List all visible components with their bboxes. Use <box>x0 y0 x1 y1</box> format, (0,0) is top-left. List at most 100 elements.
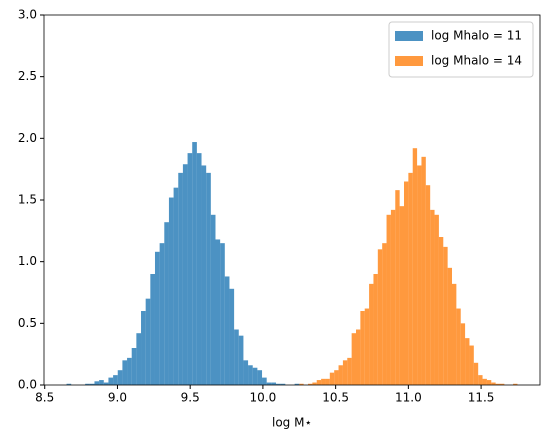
histogram-bar <box>276 383 281 385</box>
histogram-bar <box>252 367 258 385</box>
histogram-bar <box>473 362 479 385</box>
x-tick-label: 11.0 <box>395 391 422 405</box>
histogram-bar <box>438 237 444 385</box>
histogram-bar <box>201 165 207 385</box>
histogram-bar <box>66 383 72 385</box>
y-tick-label: 2.5 <box>18 69 37 83</box>
histogram-bar <box>131 348 137 385</box>
histogram-bar <box>364 308 370 385</box>
histogram-bar <box>94 381 100 385</box>
histogram-bar <box>145 298 151 385</box>
histogram-bar <box>164 222 169 385</box>
histogram-bar <box>187 153 193 385</box>
histogram-bar <box>192 142 197 385</box>
histogram-bar <box>220 243 225 385</box>
histogram-bar <box>452 283 457 385</box>
legend-label: log Mhalo = 14 <box>431 54 522 68</box>
histogram-bar <box>334 370 339 385</box>
y-tick-label: 0.5 <box>18 316 37 330</box>
histogram-bar <box>373 274 378 385</box>
histogram-bar <box>482 378 487 385</box>
histogram-bar <box>262 377 267 385</box>
x-tick-label: 10.5 <box>322 391 349 405</box>
histogram-bar <box>395 190 400 385</box>
histogram-bar <box>513 383 518 385</box>
histogram-bar <box>248 365 253 385</box>
histogram-bar <box>430 209 435 385</box>
histogram-bar <box>229 288 235 385</box>
histogram-bar <box>150 274 155 385</box>
histogram-bar <box>434 214 439 385</box>
x-tick-label: 11.5 <box>468 391 495 405</box>
histogram-bar <box>117 370 123 385</box>
histogram-bar <box>421 156 426 385</box>
histogram-bar <box>85 383 90 385</box>
legend-swatch <box>395 31 423 41</box>
histogram-bar <box>173 187 179 385</box>
histogram-bar <box>154 251 160 385</box>
histogram-bar <box>136 333 142 385</box>
histogram-bar <box>425 185 431 385</box>
histogram-bar <box>266 382 272 385</box>
y-tick-label: 0.0 <box>18 378 37 392</box>
histogram-bar <box>382 243 387 385</box>
histogram-bar <box>196 153 202 385</box>
histogram-bar <box>412 148 418 385</box>
histogram-bar <box>271 382 276 385</box>
histogram-bar <box>399 206 404 385</box>
histogram-bar <box>99 380 104 385</box>
histogram-bar <box>243 360 249 385</box>
histogram-bar <box>122 360 128 385</box>
histogram-bar <box>356 329 361 385</box>
histogram-bar <box>495 383 500 385</box>
histogram-bar <box>182 164 188 385</box>
histogram-bar <box>141 311 146 385</box>
histogram-bar <box>408 172 413 385</box>
histogram-bar <box>294 383 300 385</box>
y-tick-label: 3.0 <box>18 8 37 22</box>
legend-box <box>388 21 534 78</box>
histogram-bar <box>316 380 322 385</box>
x-tick-label: 9.5 <box>181 391 200 405</box>
legend-label: log Mhalo = 11 <box>431 29 522 43</box>
histogram-bar <box>127 357 132 385</box>
histogram-bar <box>390 209 396 385</box>
histogram-bar <box>386 214 391 385</box>
histogram-bar <box>257 370 263 385</box>
histogram-bar <box>159 243 165 385</box>
histogram-bar <box>325 378 330 385</box>
x-tick-label: 9.0 <box>108 391 127 405</box>
histogram-bar <box>500 383 505 385</box>
histogram-bar <box>351 333 356 385</box>
histogram-bar <box>491 382 496 385</box>
histogram-bar <box>342 360 348 385</box>
histogram-bar <box>460 323 466 385</box>
y-tick-label: 2.0 <box>18 131 37 145</box>
histogram-bar <box>478 375 483 385</box>
histogram-bar <box>280 383 286 385</box>
histogram-bar <box>108 377 114 385</box>
histogram-bar <box>238 335 244 385</box>
histogram-bar <box>338 365 343 385</box>
legend-swatch <box>395 56 423 66</box>
x-axis-label: log M⋆ <box>272 416 312 430</box>
y-tick-label: 1.0 <box>18 254 37 268</box>
histogram-bar <box>456 308 461 385</box>
histogram-bar <box>168 197 174 385</box>
histogram-bar <box>417 165 422 385</box>
x-tick-label: 8.5 <box>35 391 54 405</box>
histogram-bar <box>404 181 409 385</box>
histogram-bar <box>465 338 470 385</box>
histogram-bar <box>443 246 448 385</box>
histogram-bar <box>360 311 365 385</box>
histogram-bar <box>103 382 109 385</box>
histogram-bar <box>369 283 374 385</box>
histogram-bar <box>89 383 95 385</box>
histogram-bar <box>308 383 313 385</box>
histogram-bar <box>206 172 211 385</box>
histogram-bar <box>113 375 118 385</box>
histogram-bar <box>210 214 216 385</box>
histogram-bar <box>347 357 352 385</box>
